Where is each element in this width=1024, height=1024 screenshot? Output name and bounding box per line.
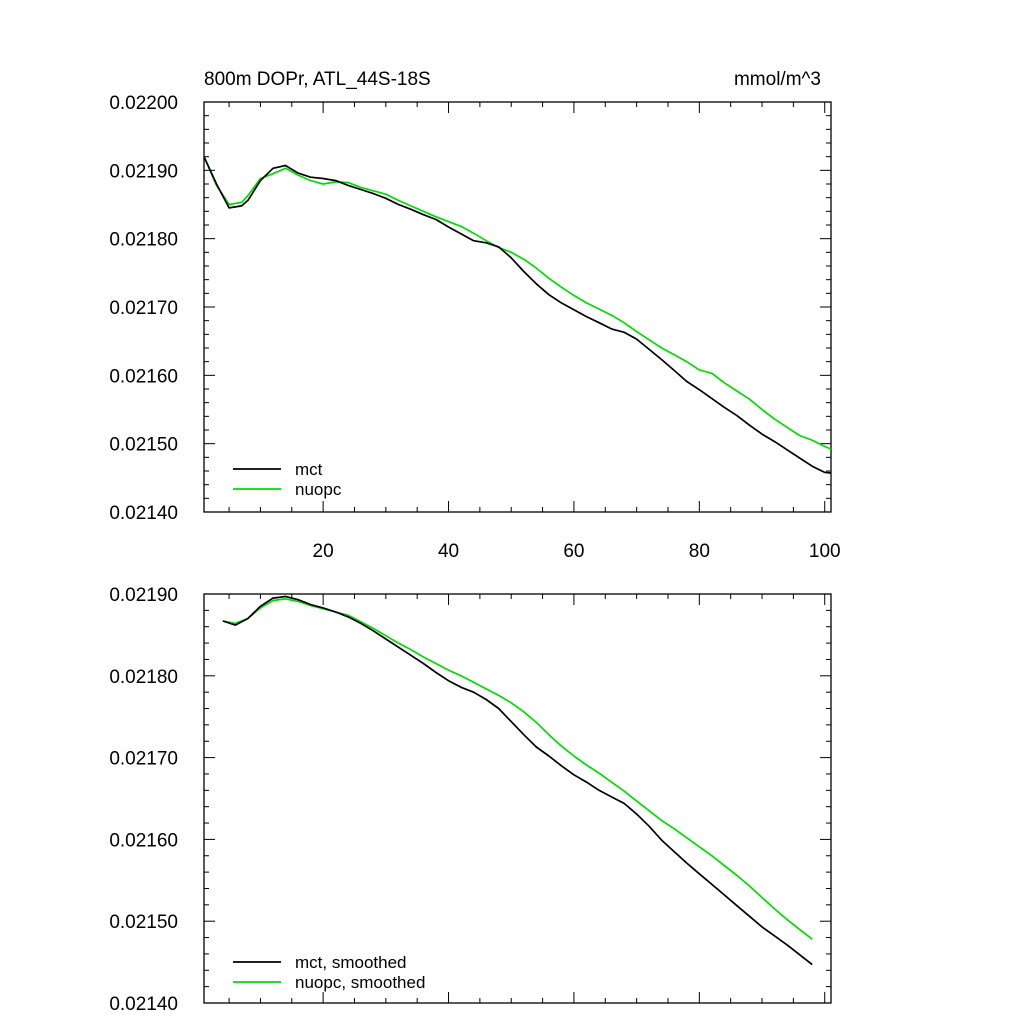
- y-tick-label: 0.02200: [109, 93, 178, 114]
- y-tick-label: 0.02190: [109, 161, 178, 182]
- plot-frame: [203, 593, 832, 1004]
- series-line-mct: [222, 595, 813, 966]
- y-tick-label: 0.02150: [109, 435, 178, 456]
- units-label: mmol/m^3: [734, 69, 821, 90]
- legend-label: mct: [295, 460, 323, 479]
- y-tick-label: 0.02180: [109, 230, 178, 251]
- chart-title: 800m DOPr, ATL_44S-18S: [204, 69, 431, 90]
- y-tick-label: 0.02160: [109, 830, 178, 851]
- y-tick-label: 0.02140: [109, 503, 178, 524]
- series-line-nuopc: [222, 598, 813, 940]
- x-tick-label: 20: [313, 541, 334, 562]
- x-tick-label: 100: [809, 541, 841, 562]
- y-tick-label: 0.02140: [109, 994, 178, 1015]
- y-tick-label: 0.02190: [109, 585, 178, 606]
- y-tick-label: 0.02170: [109, 298, 178, 319]
- x-tick-label: 80: [689, 541, 710, 562]
- legend-label: nuopc, smoothed: [295, 973, 425, 992]
- series-line-mct: [203, 156, 832, 474]
- x-tick-label: 60: [563, 541, 584, 562]
- panel-1: 0.02140 0.02150 0.02160 0.02170 0.02180 0.021…: [109, 69, 840, 562]
- plot-frame: [203, 101, 832, 513]
- panel-2: 0.02140 0.02150 0.02160 0.02170 0.02180 0.021…: [109, 585, 832, 1015]
- y-tick-label: 0.02170: [109, 749, 178, 770]
- y-tick-label: 0.02160: [109, 366, 178, 387]
- legend-label: mct, smoothed: [295, 953, 407, 972]
- x-tick-label: 40: [438, 541, 459, 562]
- y-tick-label: 0.02180: [109, 667, 178, 688]
- series-line-nuopc: [203, 156, 832, 450]
- y-tick-label: 0.02150: [109, 912, 178, 933]
- legend-label: nuopc: [295, 480, 342, 499]
